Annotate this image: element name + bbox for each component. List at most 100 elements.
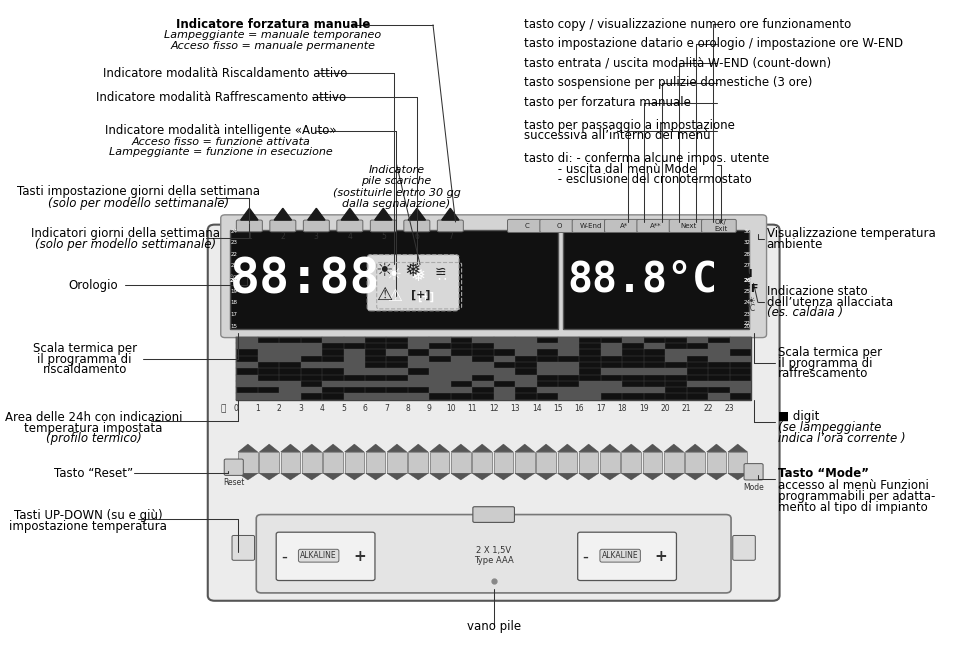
Text: -: - (583, 547, 588, 565)
Bar (258, 349, 279, 356)
Text: vano pile: vano pile (467, 620, 520, 633)
Text: tasto impostazione datario e orologio / impostazione ore W-END: tasto impostazione datario e orologio / … (524, 37, 903, 50)
Bar (600, 452, 620, 473)
Text: 26: 26 (744, 278, 752, 283)
Text: 13: 13 (511, 404, 520, 413)
Text: Ok/
Exit: Ok/ Exit (714, 219, 728, 232)
FancyBboxPatch shape (236, 220, 262, 232)
FancyBboxPatch shape (371, 220, 396, 232)
Bar (344, 381, 365, 387)
Bar (430, 452, 449, 473)
Bar (323, 381, 344, 387)
Text: riscaldamento: riscaldamento (42, 363, 127, 376)
FancyBboxPatch shape (669, 219, 704, 232)
Bar (451, 356, 472, 362)
Bar (558, 368, 580, 375)
Bar (429, 368, 451, 375)
Bar (579, 452, 598, 473)
Polygon shape (238, 444, 257, 452)
Polygon shape (558, 473, 577, 480)
Text: Area delle 24h con indicazioni: Area delle 24h con indicazioni (5, 411, 182, 424)
Bar (493, 375, 516, 381)
Text: 1: 1 (247, 232, 252, 242)
Bar (685, 452, 705, 473)
Bar (516, 375, 537, 381)
Text: Acceso fisso = manuale permanente: Acceso fisso = manuale permanente (170, 40, 375, 51)
Text: ON: ON (734, 269, 754, 279)
Bar (300, 349, 323, 356)
Bar (558, 343, 580, 349)
Bar (580, 387, 601, 393)
Bar (258, 343, 279, 349)
Text: 15: 15 (230, 324, 237, 329)
Text: 88:88: 88:88 (229, 255, 380, 304)
Text: O: O (556, 223, 562, 229)
Bar (259, 452, 279, 473)
Polygon shape (664, 473, 684, 480)
Text: 20: 20 (660, 404, 670, 413)
Bar (644, 387, 665, 393)
Bar (451, 368, 472, 375)
Bar (686, 337, 708, 343)
Bar (279, 356, 300, 362)
Text: 19: 19 (230, 289, 237, 295)
Polygon shape (259, 444, 279, 452)
Bar (472, 368, 493, 375)
Text: A*: A* (619, 223, 628, 229)
Polygon shape (238, 473, 257, 480)
Polygon shape (515, 444, 535, 452)
Text: [+]: [+] (418, 291, 435, 302)
Bar (279, 343, 300, 349)
Bar (493, 368, 516, 375)
FancyBboxPatch shape (256, 515, 731, 593)
Bar (408, 337, 429, 343)
Text: (solo per modello settimanale): (solo per modello settimanale) (48, 197, 229, 210)
Text: Tasto “Mode”: Tasto “Mode” (778, 467, 869, 480)
Bar (429, 362, 451, 368)
Bar (558, 452, 577, 473)
Bar (558, 387, 580, 393)
FancyBboxPatch shape (221, 215, 766, 338)
Polygon shape (537, 473, 556, 480)
Text: 14: 14 (532, 404, 541, 413)
Text: 23: 23 (230, 240, 237, 246)
Bar (344, 393, 365, 400)
Text: 22: 22 (704, 404, 713, 413)
Bar (258, 356, 279, 362)
Bar (236, 393, 258, 400)
Bar (622, 387, 644, 393)
Text: temperatura impostata: temperatura impostata (24, 422, 162, 435)
Bar (558, 362, 580, 368)
Bar (300, 387, 323, 393)
Bar (451, 362, 472, 368)
Bar (451, 387, 472, 393)
Text: 10: 10 (446, 404, 456, 413)
Bar (493, 452, 514, 473)
Text: 21: 21 (230, 263, 237, 268)
Polygon shape (728, 444, 748, 452)
Polygon shape (685, 444, 705, 452)
Polygon shape (408, 208, 425, 220)
Polygon shape (408, 473, 428, 480)
Bar (730, 387, 751, 393)
Bar (323, 362, 344, 368)
Text: C: C (524, 223, 529, 229)
Bar (601, 349, 622, 356)
Text: 11: 11 (468, 404, 477, 413)
Text: Reset: Reset (223, 478, 245, 487)
Bar (236, 381, 258, 387)
Bar (516, 349, 537, 356)
Bar (365, 393, 387, 400)
Text: Orologio: Orologio (68, 279, 118, 292)
Text: 3: 3 (299, 404, 303, 413)
Text: raffrescamento: raffrescamento (778, 367, 868, 380)
Bar (493, 343, 516, 349)
FancyBboxPatch shape (702, 219, 736, 232)
Bar (236, 375, 258, 381)
Bar (344, 362, 365, 368)
Polygon shape (259, 473, 279, 480)
Polygon shape (472, 473, 492, 480)
Text: Visualizzazione temperatura: Visualizzazione temperatura (766, 227, 935, 240)
Polygon shape (280, 444, 300, 452)
Bar (515, 452, 535, 473)
